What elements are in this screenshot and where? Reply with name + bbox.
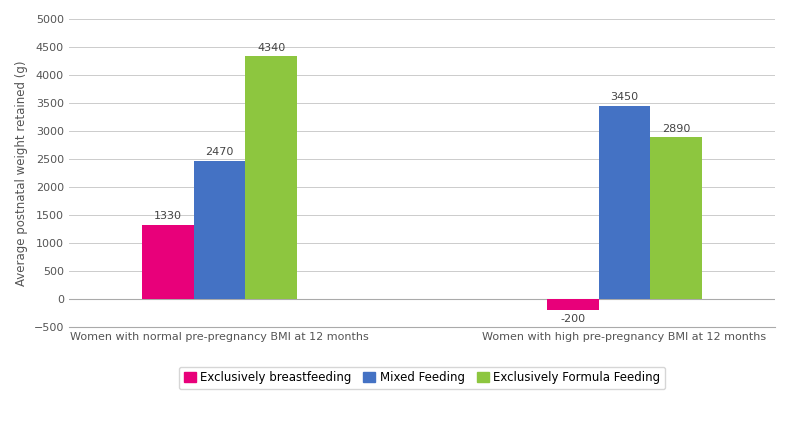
Y-axis label: Average postnatal weight retained (g): Average postnatal weight retained (g) [15,60,28,286]
Text: 1330: 1330 [154,211,182,221]
Bar [650,137,702,299]
Bar [142,224,194,299]
Text: 2890: 2890 [662,124,690,134]
Text: 2470: 2470 [206,147,234,157]
Bar [194,161,246,299]
Text: 3450: 3450 [610,92,638,103]
Bar [246,56,297,299]
Text: -200: -200 [560,314,586,324]
Bar [598,106,650,299]
Bar [547,299,598,310]
Text: 4340: 4340 [257,43,286,52]
Legend: Exclusively breastfeeding, Mixed Feeding, Exclusively Formula Feeding: Exclusively breastfeeding, Mixed Feeding… [179,366,665,389]
